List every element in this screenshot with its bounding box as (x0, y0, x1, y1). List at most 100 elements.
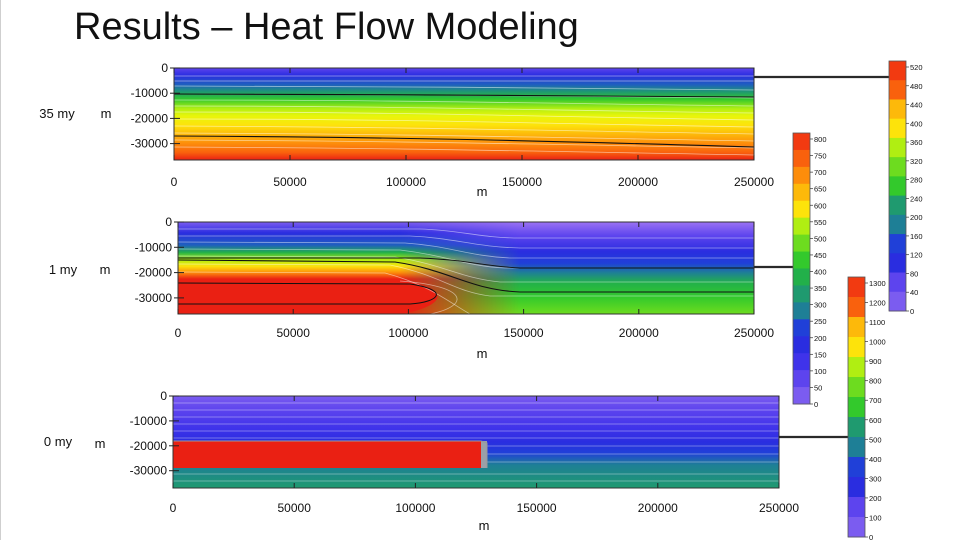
y-axis-unit: m (95, 436, 106, 451)
x-tick-label: 0 (171, 175, 178, 189)
colorbar-connectors (754, 75, 890, 439)
colorbar-tick-label: 440 (910, 101, 923, 110)
colorbar-tick-label: 750 (814, 152, 827, 161)
hot-block-0my (173, 441, 481, 468)
isotherm-black (177, 282, 437, 305)
colorbar-swatch (793, 353, 810, 371)
colorbar-tick-label: 50 (814, 383, 822, 392)
colorbar-swatch (848, 477, 865, 498)
colorbar-tick-label: 500 (869, 435, 882, 444)
colorbar-tick-label: 40 (910, 288, 918, 297)
colorbar-tick-label: 550 (814, 218, 827, 227)
colorbar-tick-label: 240 (910, 194, 923, 203)
y-axis-unit: m (100, 262, 111, 277)
colorbar-swatch (889, 214, 906, 235)
colorbar-swatch (793, 200, 810, 219)
colorbar-tick-label: 320 (910, 157, 923, 166)
colorbar-tick-label: 100 (869, 513, 882, 522)
colorbar-swatch (793, 149, 810, 168)
colorbar-swatch (793, 336, 810, 354)
colorbar-tick-label: 350 (814, 284, 827, 293)
colorbar-frame (888, 60, 907, 312)
colorbar-frame (847, 276, 866, 538)
colorbar-tick-label: 200 (910, 213, 923, 222)
colorbar-tick-label: 400 (814, 268, 827, 277)
colorbar-swatch (889, 99, 906, 120)
colorbar-swatch (793, 234, 810, 253)
colorbar-tick-label: 300 (869, 474, 882, 483)
y-tick-label: -10000 (135, 240, 173, 254)
y-tick-label: -20000 (135, 266, 173, 280)
y-tick-label: -20000 (130, 439, 168, 453)
y-tick-label: 0 (160, 389, 167, 403)
x-axis-unit: m (477, 184, 488, 199)
isotherm-black (178, 257, 754, 269)
colorbar-swatch (848, 397, 865, 418)
colorbar-tick-label: 300 (814, 301, 827, 310)
x-tick-label: 200000 (638, 501, 678, 515)
colorbar-swatch (848, 437, 865, 458)
x-tick-label: 250000 (759, 501, 799, 515)
colorbar-tick-label: 450 (814, 251, 827, 260)
x-tick-label: 200000 (618, 175, 658, 189)
colorbar-tick-label: 280 (910, 176, 923, 185)
y-tick-label: -30000 (130, 464, 168, 478)
colorbar-tick-label: 80 (910, 269, 918, 278)
colorbar-swatch (793, 387, 810, 405)
colorbar-tick-label: 1000 (869, 338, 886, 347)
colorbar-swatch (793, 302, 810, 320)
time-label: 1 my (49, 262, 78, 277)
colorbar-swatch (793, 166, 810, 185)
colorbar-swatch (848, 497, 865, 518)
colorbar-tick-label: 500 (814, 234, 827, 243)
colorbar-swatch (793, 319, 810, 337)
time-label: 0 my (44, 434, 73, 449)
colorbar-cb0: 1300120011001000900800700600500400300200… (847, 276, 886, 540)
colorbar-tick-label: 0 (814, 400, 818, 409)
panel-0my (172, 395, 780, 489)
x-tick-label: 250000 (734, 175, 774, 189)
x-tick-label: 150000 (517, 501, 557, 515)
colorbar-tick-label: 100 (814, 367, 827, 376)
colorbar-swatch (793, 370, 810, 388)
colorbar-swatch (793, 183, 810, 202)
colorbar-swatch (889, 80, 906, 100)
x-tick-label: 150000 (504, 326, 544, 340)
colorbar-swatch (848, 517, 865, 538)
colorbar-tick-label: 480 (910, 82, 923, 91)
panel-35my (173, 67, 755, 161)
colorbar-tick-label: 520 (910, 63, 923, 72)
colorbar-tick-label: 700 (869, 396, 882, 405)
x-tick-label: 50000 (278, 501, 312, 515)
colorbar-tick-label: 400 (910, 119, 923, 128)
colorbar-swatch (848, 297, 865, 318)
x-axis-unit: m (477, 346, 488, 361)
colorbar-cb1: 8007507006506005505004504003503002502001… (792, 132, 827, 409)
colorbar-tick-label: 120 (910, 251, 923, 260)
x-tick-label: 100000 (395, 501, 435, 515)
isotherm-black (173, 135, 755, 148)
time-label: 35 my (39, 106, 75, 121)
colorbar-swatch (793, 285, 810, 303)
x-tick-label: 50000 (277, 326, 311, 340)
colorbar-tick-label: 650 (814, 185, 827, 194)
colorbar-tick-label: 800 (814, 135, 827, 144)
colorbar-swatch (889, 253, 906, 274)
colorbar-tick-label: 0 (869, 533, 873, 540)
isotherm-black (177, 259, 754, 293)
colorbar-swatch (793, 133, 810, 151)
x-tick-label: 50000 (273, 175, 307, 189)
colorbar-tick-label: 1300 (869, 279, 886, 288)
colorbar-tick-label: 900 (869, 357, 882, 366)
x-tick-label: 100000 (386, 175, 426, 189)
y-tick-label: -30000 (135, 291, 173, 305)
colorbar-tick-label: 1200 (869, 299, 886, 308)
colorbar-tick-label: 0 (910, 307, 914, 316)
y-tick-label: -30000 (131, 137, 169, 151)
colorbar-swatch (889, 291, 906, 312)
colorbar-swatch (889, 272, 906, 293)
colorbar-swatch (889, 137, 906, 158)
x-tick-label: 0 (175, 326, 182, 340)
y-tick-label: -20000 (131, 111, 169, 125)
colorbar-swatch (889, 118, 906, 139)
